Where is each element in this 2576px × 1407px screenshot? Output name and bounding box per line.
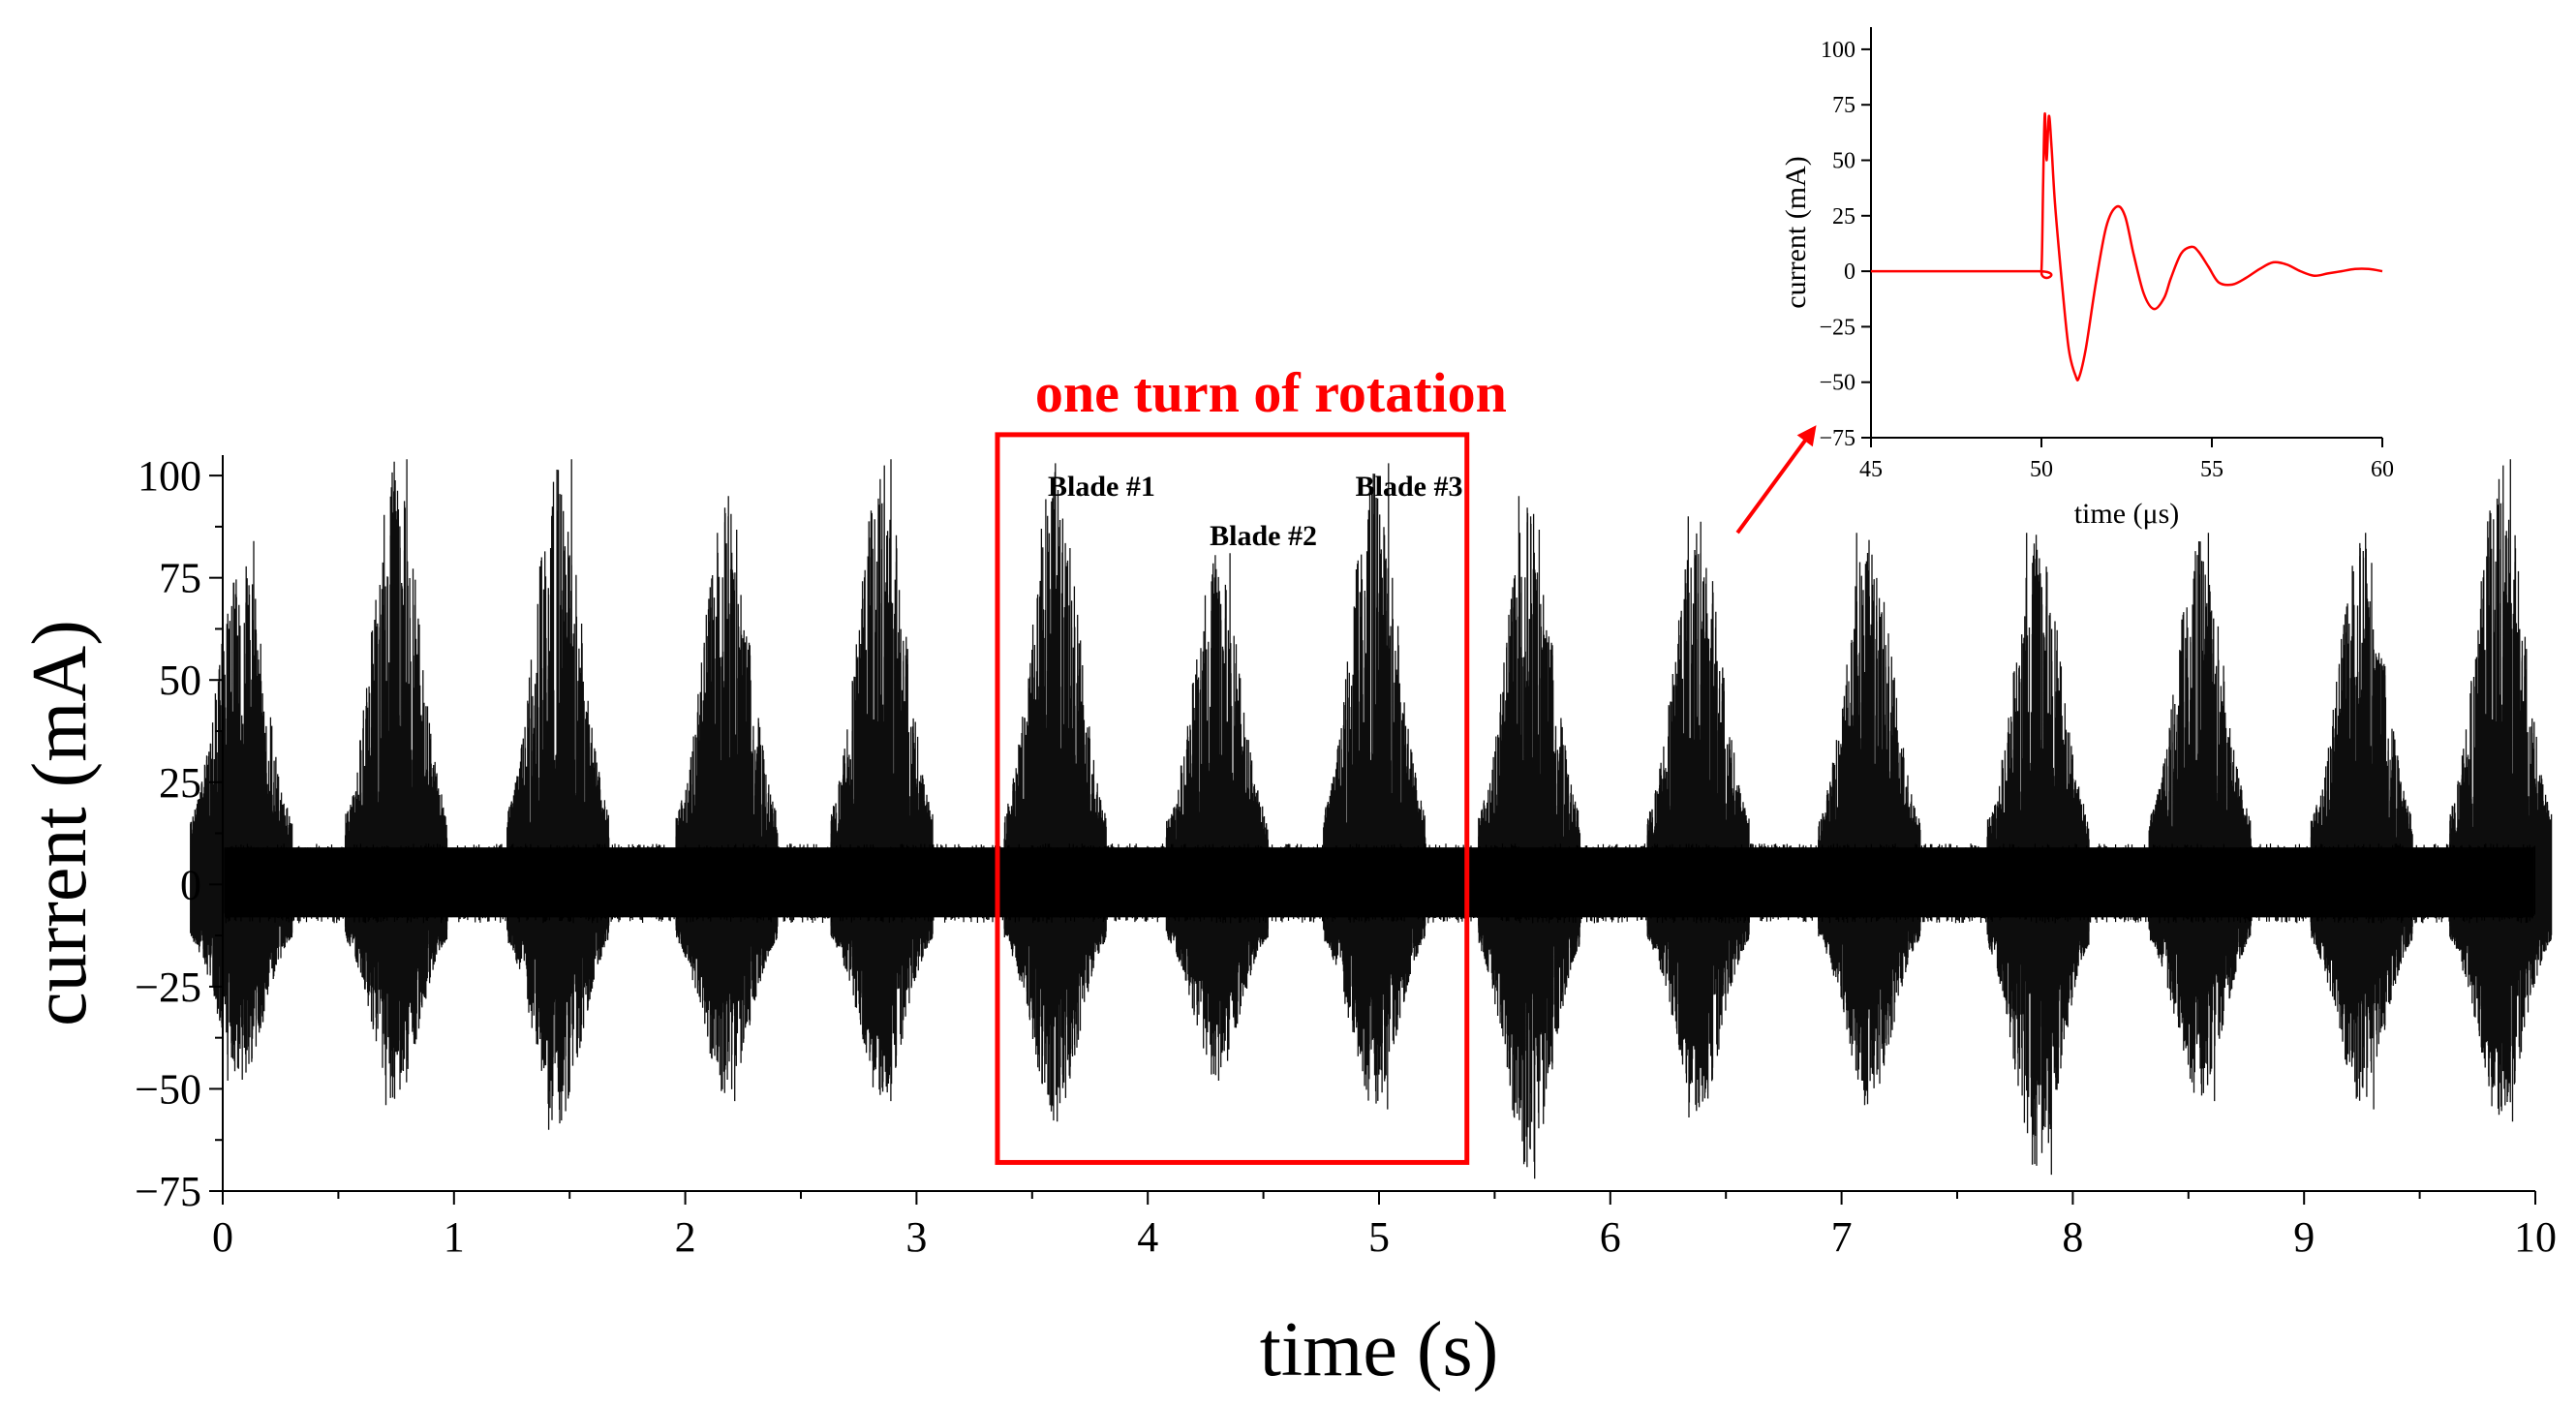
inset-axes	[1870, 27, 2382, 439]
main-x-tick-label: 3	[905, 1213, 927, 1261]
inset-arrow-line	[1735, 428, 1815, 535]
burst-trace	[1323, 463, 1426, 1110]
blade-label: Blade #1	[1048, 471, 1155, 503]
main-y-tick-label: 0	[180, 861, 201, 908]
main-x-tick-label: 10	[2514, 1213, 2557, 1261]
inset-x-tick-label: 45	[1859, 457, 1883, 482]
main-y-tick-label: 50	[159, 657, 201, 704]
main-y-tick-label: 25	[159, 759, 201, 807]
main-signal-trace	[190, 459, 2553, 1179]
main-x-tick-label: 7	[1831, 1213, 1853, 1261]
blade-annotations: Blade #1 Blade #2 Blade #3	[1048, 471, 1462, 552]
main-x-ticks: 0 1 2 3 4 5 6 7 8 9 10	[212, 1191, 2557, 1261]
inset-y-tick-label: 25	[1832, 204, 1855, 229]
burst-trace	[1646, 516, 1750, 1117]
main-y-tick-label: 100	[138, 452, 201, 500]
main-x-axis-title: time (s)	[1260, 1307, 1499, 1392]
rotation-highlight-label: one turn of rotation	[1035, 361, 1507, 424]
main-y-tick-label: −25	[135, 963, 201, 1011]
inset-y-tick-label: −75	[1819, 426, 1855, 451]
inset-y-tick-label: −25	[1819, 315, 1855, 340]
burst-trace	[190, 540, 293, 1081]
burst-trace	[2310, 533, 2413, 1110]
burst-trace	[675, 496, 779, 1102]
main-y-tick-label: −75	[135, 1168, 201, 1215]
inset-y-tick-label: 75	[1832, 93, 1855, 118]
inset-y-tick-label: 50	[1832, 149, 1855, 174]
main-x-tick-label: 2	[675, 1213, 696, 1261]
inset-arrow-head	[1796, 425, 1817, 447]
burst-trace	[2148, 533, 2252, 1102]
burst-trace	[1003, 463, 1107, 1122]
main-x-tick-label: 0	[212, 1213, 233, 1261]
inset-y-tick-label: −50	[1819, 371, 1855, 396]
burst-trace	[1818, 533, 1921, 1106]
main-y-tick-label: −50	[135, 1065, 201, 1113]
inset-y-axis-title: current (mA)	[1780, 156, 1812, 308]
inset-signal-line	[1870, 112, 2383, 382]
rotation-highlight-box	[995, 432, 1470, 1165]
main-x-tick-label: 4	[1137, 1213, 1158, 1261]
main-y-ticks: −75 −50 −25 0 25 50 75 100	[135, 452, 223, 1215]
burst-trace	[1478, 496, 1581, 1179]
main-x-tick-label: 5	[1368, 1213, 1390, 1261]
burst-trace	[1986, 533, 2090, 1176]
inset-pointer-arrow	[1735, 425, 1817, 535]
main-x-tick-label: 6	[1600, 1213, 1621, 1261]
burst-trace	[1165, 553, 1269, 1081]
inset-x-ticks: 45 50 55 60	[1859, 438, 2394, 482]
main-x-tick-label: 8	[2062, 1213, 2083, 1261]
inset-x-tick-label: 55	[2200, 457, 2223, 482]
inset-y-ticks: −75 −50 −25 0 25 50 75 100	[1819, 38, 1871, 451]
blade-label: Blade #3	[1356, 471, 1463, 503]
burst-trace	[344, 459, 448, 1106]
inset-x-tick-label: 50	[2030, 457, 2053, 482]
inset-x-tick-label: 60	[2371, 457, 2394, 482]
main-y-tick-label: 75	[159, 555, 201, 602]
inset-y-tick-label: 100	[1821, 38, 1855, 63]
inset-y-tick-label: 0	[1844, 260, 1855, 285]
main-x-tick-label: 9	[2293, 1213, 2315, 1261]
burst-trace	[506, 459, 610, 1130]
inset-x-axis-title: time (μs)	[2074, 498, 2180, 530]
burst-trace	[2449, 459, 2553, 1122]
inset-chart: 45 50 55 60 −75 −50 −25 0 25 50 75 100 time (μs) c…	[1735, 27, 2394, 535]
main-y-axis-title: current (mA)	[17, 620, 103, 1026]
main-x-tick-label: 1	[444, 1213, 465, 1261]
burst-trace	[830, 459, 934, 1102]
blade-label: Blade #2	[1210, 520, 1317, 552]
